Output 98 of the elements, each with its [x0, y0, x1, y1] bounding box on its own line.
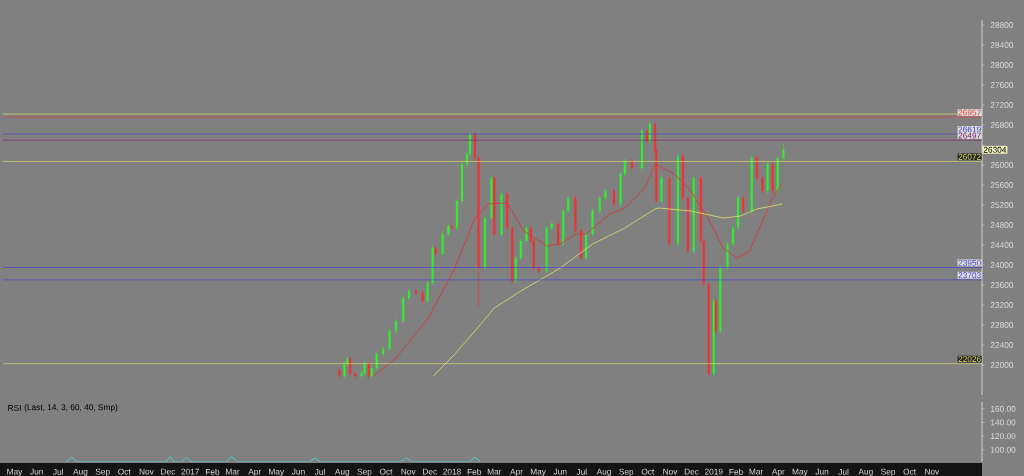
candlestick: [585, 231, 588, 261]
candlestick: [726, 241, 729, 271]
candlestick: [514, 255, 517, 284]
x-tick-label: Nov: [401, 468, 416, 475]
x-tick-label: Jun: [291, 468, 305, 475]
x-tick-label: 2017: [181, 468, 199, 475]
candlestick: [732, 225, 735, 247]
y-tick-label: 23600: [990, 282, 1014, 288]
line-series: [373, 163, 784, 377]
ref-line-label: 26072: [958, 153, 981, 160]
annotation: 26304: [983, 146, 1007, 153]
candlestick: [567, 195, 570, 214]
x-tick-label: Oct: [379, 468, 393, 475]
x-tick-label: Dec: [423, 468, 437, 475]
candlestick: [591, 208, 594, 237]
ref-line-label: 26619: [958, 126, 981, 133]
x-tick-label: Feb: [729, 468, 743, 475]
candlestick: [761, 175, 764, 194]
y-tick-label: 27200: [990, 102, 1014, 108]
x-tick-label: Feb: [467, 468, 482, 475]
y-tick-label: 100.00: [991, 446, 1016, 453]
y-tick-label: 28400: [990, 42, 1014, 48]
x-tick-label: Nov: [139, 468, 154, 475]
ref-line-label: 23950: [958, 259, 981, 266]
ref-line-label: 26957: [958, 109, 981, 116]
annotation: (Last, 14, 3, 60, 40, Smp): [24, 404, 118, 412]
candlestick: [441, 231, 444, 257]
y-tick-label: 22000: [990, 362, 1014, 368]
candlestick: [388, 328, 391, 352]
y-tick-label: 27600: [990, 82, 1014, 88]
candlestick: [557, 221, 560, 247]
x-tick-label: Oct: [118, 468, 131, 475]
y-tick-label: 120.00: [991, 433, 1016, 440]
x-tick-label: Aug: [73, 468, 88, 476]
y-tick-label: 24000: [990, 262, 1014, 268]
x-tick-label: Sep: [95, 468, 110, 476]
ref-line-label: 26497: [958, 132, 981, 139]
y-tick-label: 22400: [990, 342, 1014, 348]
x-tick-label: Sep: [881, 468, 896, 476]
x-tick-label: May: [7, 468, 23, 476]
x-tick-label: 2018: [443, 468, 461, 475]
candlestick: [402, 295, 405, 324]
y-tick-label: 25600: [990, 182, 1014, 188]
x-tick-label: Aug: [596, 468, 611, 476]
y-tick-label: 140.00: [991, 419, 1016, 426]
y-tick-label: 24400: [990, 242, 1014, 248]
x-tick-label: Mar: [487, 468, 502, 475]
x-tick-label: Jul: [576, 468, 587, 475]
candlestick: [598, 195, 601, 214]
x-tick-label: Sep: [357, 468, 372, 476]
x-tick-label: May: [792, 468, 808, 476]
x-tick-label: Jun: [30, 468, 43, 475]
y-tick-label: 22800: [990, 322, 1014, 328]
x-tick-label: Apr: [510, 468, 523, 476]
annotation: RSI: [8, 404, 21, 411]
candlestick: [612, 188, 616, 207]
x-tick-label: Dec: [684, 468, 699, 475]
x-tick-label: Sep: [619, 468, 634, 476]
x-tick-label: Feb: [205, 468, 220, 475]
x-tick-label: Jul: [53, 468, 63, 475]
y-tick-label: 24800: [990, 222, 1014, 228]
x-tick-label: Oct: [903, 468, 916, 475]
y-tick-label: 26800: [990, 122, 1014, 128]
candlestick: [375, 351, 378, 371]
ref-line-label: 23703: [958, 272, 981, 279]
y-tick-label: 28000: [990, 62, 1014, 68]
candlestick: [742, 195, 745, 214]
candlestick: [519, 238, 522, 261]
x-tick-label: Aug: [334, 468, 350, 476]
y-tick-label: 26000: [990, 162, 1014, 168]
x-tick-label: Apr: [248, 468, 262, 476]
ref-line-label: 22026: [958, 356, 981, 363]
x-tick-label: Nov: [925, 468, 940, 475]
x-tick-label: Mar: [226, 468, 240, 475]
y-tick-label: 25200: [990, 202, 1014, 208]
x-tick-label: Apr: [771, 468, 785, 476]
x-tick-label: Dec: [161, 468, 176, 475]
x-tick-label: Jul: [314, 468, 325, 475]
x-tick-label: Oct: [641, 468, 655, 475]
candlestick: [660, 175, 663, 204]
x-tick-label: Jun: [815, 468, 829, 475]
x-tick-label: 2019: [704, 468, 723, 475]
y-tick-label: 28800: [990, 22, 1014, 28]
candlestick: [354, 371, 357, 379]
x-tick-label: Mar: [749, 468, 764, 475]
candlestick: [349, 356, 352, 377]
x-tick-label: May: [269, 468, 285, 476]
candlestick: [450, 223, 454, 231]
x-tick-label: Nov: [663, 468, 678, 475]
candlestick: [426, 280, 429, 304]
x-tick-label: Jun: [553, 468, 567, 475]
x-tick-label: Jul: [838, 468, 849, 475]
candlestick: [755, 155, 758, 181]
x-tick-label: May: [530, 468, 546, 476]
x-tick-label: Aug: [858, 468, 873, 476]
y-tick-label: 160.00: [991, 405, 1016, 412]
y-tick-label: 23200: [990, 302, 1014, 308]
candlestick: [415, 288, 418, 296]
